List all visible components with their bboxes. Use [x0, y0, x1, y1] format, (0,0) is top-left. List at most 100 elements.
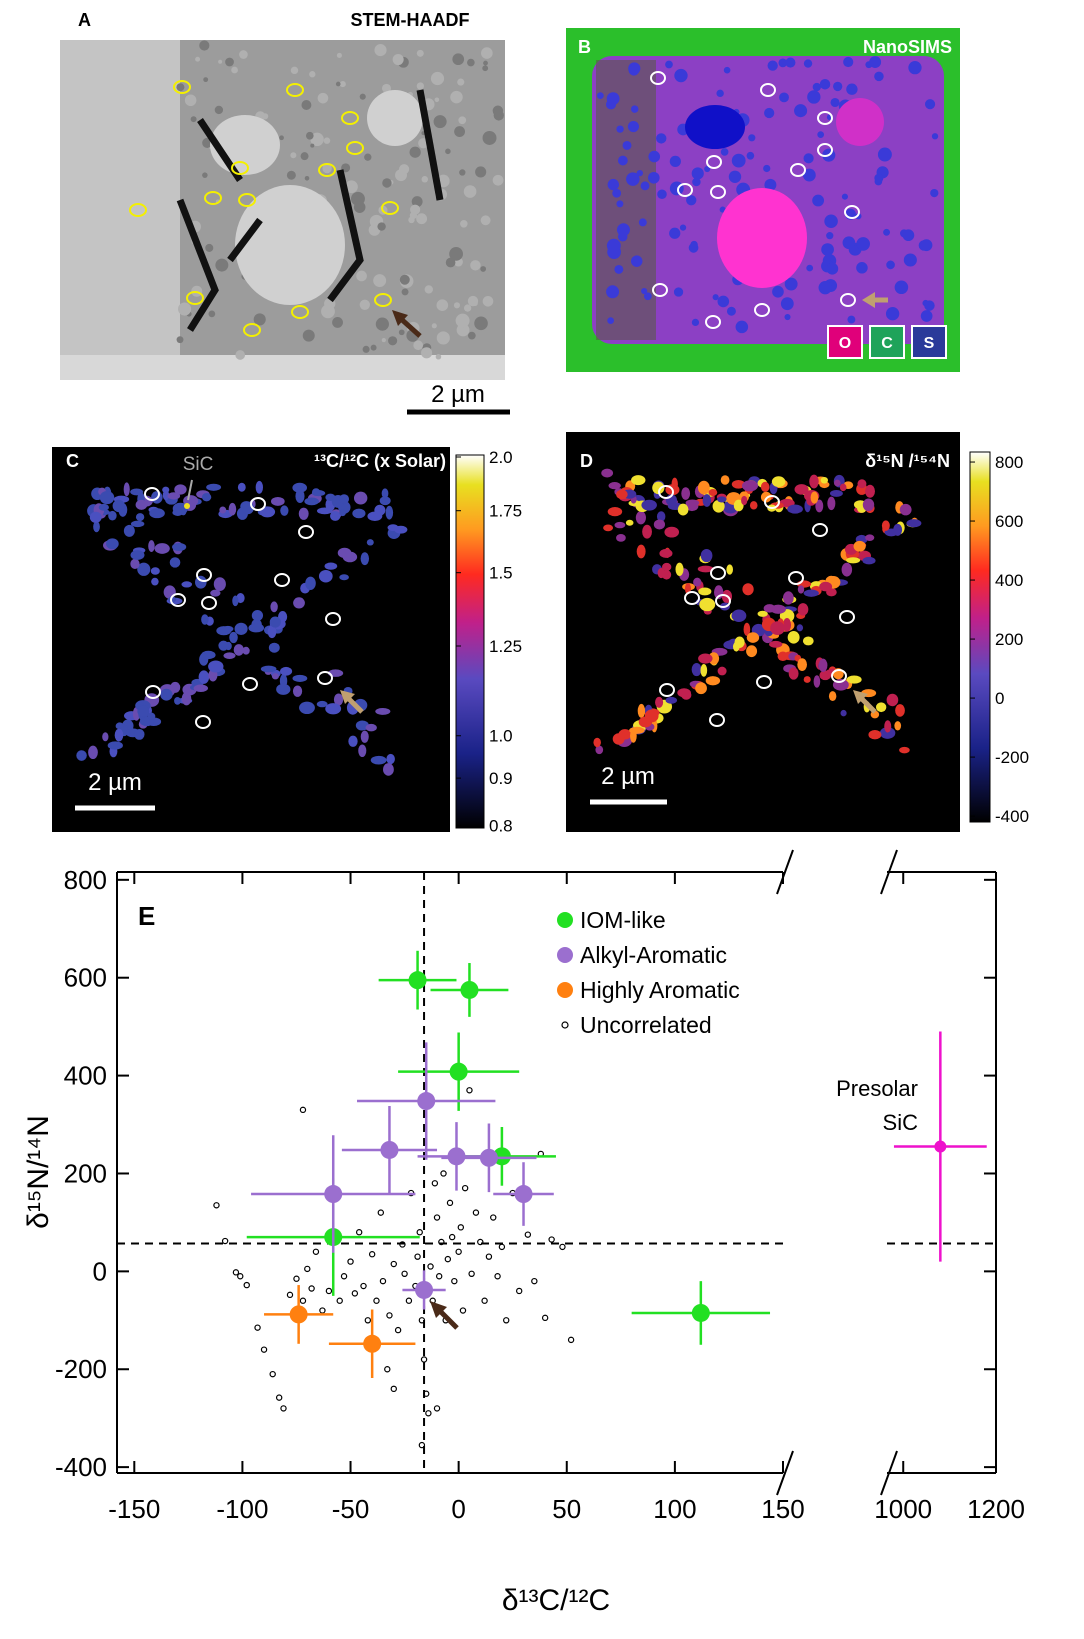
crack [327, 169, 364, 303]
blue-grain [612, 188, 622, 198]
particle [742, 583, 754, 596]
y-tick-label: 600 [64, 963, 107, 993]
particle [608, 481, 621, 490]
blue-grain [669, 227, 681, 239]
blue-grain [874, 173, 884, 183]
arrow [187, 479, 193, 501]
point [524, 1231, 532, 1238]
point [490, 1214, 497, 1221]
particle [705, 676, 721, 686]
particle [853, 540, 866, 552]
particle [305, 576, 316, 591]
blue-grain [643, 292, 652, 301]
particle [644, 709, 659, 723]
roi-outline [346, 141, 364, 155]
particle [106, 538, 119, 550]
particle [695, 682, 707, 695]
particle [894, 721, 902, 731]
panel-images [52, 28, 960, 832]
particle [358, 744, 367, 758]
particle [810, 491, 819, 504]
grain [467, 295, 479, 307]
particle [147, 712, 156, 720]
particle [360, 552, 370, 566]
particle [324, 562, 338, 570]
grain [279, 135, 284, 141]
axis-break [776, 1450, 794, 1496]
particle [123, 482, 130, 497]
roi-outline [715, 594, 731, 608]
point [286, 1291, 294, 1299]
point [221, 1237, 229, 1245]
grain [374, 44, 387, 57]
point [379, 1277, 387, 1285]
x-axis-label: δ¹³C/¹²C [502, 1584, 610, 1617]
particle [333, 693, 344, 706]
roi-outline [659, 683, 675, 697]
grain [364, 153, 372, 161]
grain [480, 215, 491, 226]
y-tick-label: 800 [64, 865, 107, 895]
roi-outline [817, 111, 833, 125]
legend-label: Uncorrelated [580, 1012, 712, 1038]
particle [219, 506, 227, 514]
arrow-head [853, 690, 868, 704]
particle [661, 562, 672, 572]
particle [893, 523, 903, 536]
particle [304, 497, 319, 506]
particle [360, 730, 369, 743]
particle [292, 674, 308, 682]
particle [370, 755, 387, 765]
particle [741, 480, 758, 492]
particle [834, 479, 841, 487]
point [416, 1229, 423, 1236]
point [415, 1280, 434, 1299]
grain [370, 344, 377, 351]
particle [607, 507, 623, 517]
grain [235, 350, 246, 360]
grain [398, 329, 405, 336]
arrow [398, 316, 422, 338]
grain [203, 77, 209, 83]
point [433, 1405, 441, 1412]
particle [293, 597, 305, 609]
panel-title: NanoSIMS [863, 37, 952, 57]
point [479, 1148, 498, 1167]
x-tick-label: -100 [216, 1494, 268, 1524]
grain [392, 54, 404, 66]
grain [467, 58, 475, 67]
particle [769, 640, 783, 648]
grain [399, 164, 410, 175]
particle [760, 481, 770, 493]
particle [295, 489, 305, 504]
x-tick-label: 1000 [874, 1494, 932, 1524]
blue-grain [902, 229, 915, 242]
blue-grain [802, 168, 816, 182]
particle [278, 610, 288, 623]
x-tick-label: -50 [332, 1494, 370, 1524]
particle [802, 636, 814, 646]
grain [290, 152, 297, 159]
grain [215, 258, 229, 272]
point [449, 1062, 468, 1081]
roi-outline [201, 596, 217, 610]
grain [413, 340, 424, 351]
blue-grain [764, 107, 775, 119]
grain [480, 266, 487, 272]
blue-grain [735, 320, 749, 334]
x-tick-label: 1200 [967, 1494, 1025, 1524]
particle [348, 735, 358, 747]
particle [820, 476, 828, 484]
colorbar-tick-label: -400 [995, 807, 1029, 826]
particle [383, 763, 394, 776]
particle [782, 591, 794, 605]
roi-outline [250, 497, 266, 511]
blue-grain [622, 140, 632, 150]
grain [411, 196, 423, 208]
particle [760, 491, 772, 503]
blue-grain [785, 57, 796, 68]
point [308, 1285, 315, 1292]
point [427, 1263, 434, 1270]
point [269, 1370, 276, 1378]
